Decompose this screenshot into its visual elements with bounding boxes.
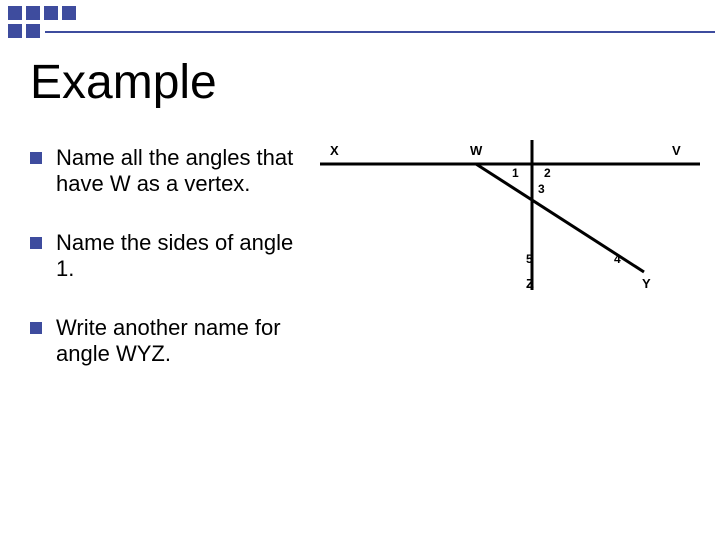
angle-label-4: 4: [614, 252, 621, 266]
point-label-x: X: [330, 143, 339, 158]
accent-rule: [45, 31, 715, 33]
list-item: Name the sides of angle 1.: [30, 230, 310, 283]
bullet-icon: [30, 152, 42, 164]
angle-label-1: 1: [512, 166, 519, 180]
slide-title: Example: [30, 55, 217, 110]
accent-square: [62, 6, 76, 20]
angle-label-3: 3: [538, 182, 545, 196]
point-label-w: W: [470, 143, 482, 158]
bullet-icon: [30, 322, 42, 334]
bullet-text: Name the sides of angle 1.: [56, 230, 310, 283]
diagram-svg: [320, 140, 700, 320]
point-label-y: Y: [642, 276, 651, 291]
accent-square: [8, 6, 22, 20]
slide-accent: [0, 0, 720, 40]
accent-square: [26, 6, 40, 20]
angle-diagram: X W V Z Y 1 2 3 5 4: [320, 140, 700, 320]
bullet-text: Name all the angles that have W as a ver…: [56, 145, 310, 198]
accent-square: [26, 24, 40, 38]
point-label-z: Z: [526, 276, 534, 291]
bullet-list: Name all the angles that have W as a ver…: [30, 145, 310, 399]
list-item: Write another name for angle WYZ.: [30, 315, 310, 368]
accent-square: [44, 6, 58, 20]
angle-label-5: 5: [526, 252, 533, 266]
accent-square: [8, 24, 22, 38]
point-label-v: V: [672, 143, 681, 158]
angle-label-2: 2: [544, 166, 551, 180]
bullet-icon: [30, 237, 42, 249]
bullet-text: Write another name for angle WYZ.: [56, 315, 310, 368]
list-item: Name all the angles that have W as a ver…: [30, 145, 310, 198]
